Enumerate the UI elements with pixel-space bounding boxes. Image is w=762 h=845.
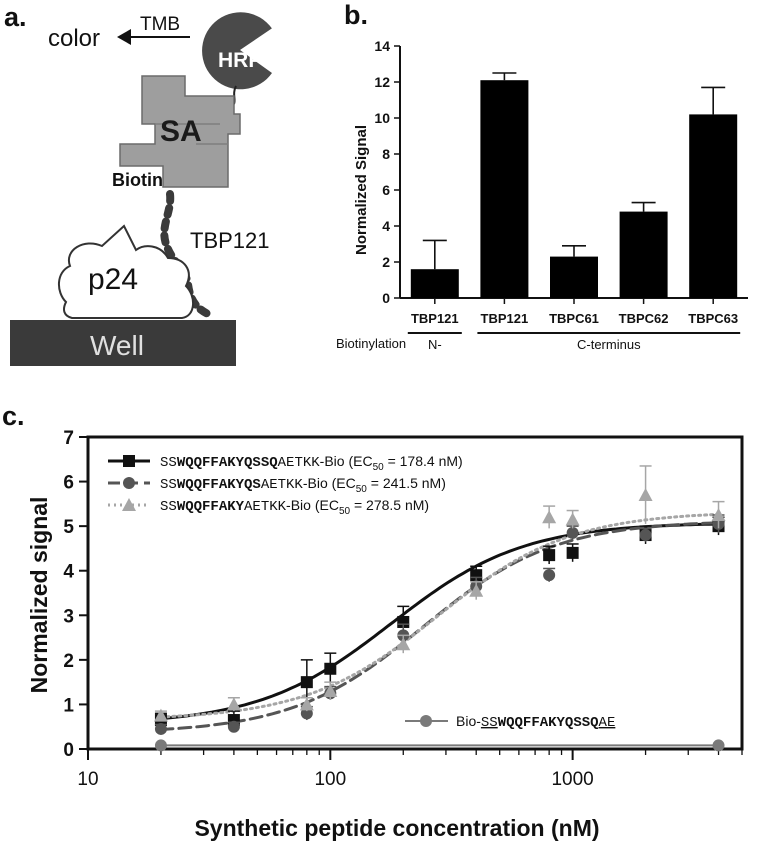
hrp-label: HRP	[218, 49, 262, 72]
streptavidin-icon	[119, 75, 241, 188]
series-point	[323, 684, 338, 698]
line-y-tick-label: 6	[63, 473, 74, 494]
bar	[550, 256, 598, 298]
series-point	[565, 512, 580, 526]
series-point	[227, 720, 240, 733]
line-y-tick-label: 3	[63, 606, 74, 627]
bar-category-label: TBPC61	[549, 311, 599, 326]
line-plot-frame	[86, 435, 744, 751]
series-fit-curve	[159, 512, 720, 719]
series-point	[154, 722, 167, 735]
well-label: Well	[90, 330, 144, 361]
color-label: color	[48, 25, 100, 52]
series-point	[300, 676, 313, 689]
biotin-label: Biotin	[112, 170, 163, 190]
series-point	[226, 697, 241, 711]
legend-entry: SSWQQFFAKYQSSQAETKK-Bio (EC50 = 178.4 nM…	[160, 453, 463, 473]
control-legend-marker	[420, 715, 432, 727]
series-fit-curve	[159, 521, 720, 731]
bar-y-tick-label: 0	[382, 290, 390, 306]
legend-marker	[122, 498, 136, 511]
series-point	[299, 697, 314, 711]
tmb-arrow-icon	[117, 29, 190, 45]
series-point	[469, 583, 484, 597]
bar-category-label: TBPC63	[688, 311, 738, 326]
series-point	[639, 529, 652, 542]
chart-b-biotinylation-label: Biotinylation	[336, 336, 406, 351]
control-legend-entry: Bio-SSWQQFFAKYQSSQAE	[456, 713, 615, 731]
line-y-tick-label: 7	[63, 428, 74, 449]
series-point	[711, 508, 726, 521]
series-point	[396, 637, 411, 651]
line-y-tick-label: 1	[63, 695, 74, 716]
panel-b-bar-chart: b. Normalized Signal Biotinylation 0 2 4 6 8…	[336, 0, 748, 352]
line-x-tick-label: 10	[77, 769, 98, 790]
series-point	[566, 546, 579, 559]
bar-category-label: TBP121	[481, 311, 529, 326]
legend-entry: SSWQQFFAKYAETKK-Bio (EC50 = 278.5 nM)	[160, 497, 429, 517]
p24-protein-icon	[58, 224, 194, 319]
bar-chart-plot: 0 2 4 6 8 10 12 14 TBP121 TBP121 TBPC61 TBPC62 TBPC6…	[374, 38, 748, 352]
legend-marker	[123, 477, 135, 489]
bar	[689, 114, 738, 299]
line-y-tick-label: 0	[63, 740, 74, 761]
well-plate-icon	[10, 320, 236, 366]
series-point	[543, 569, 556, 582]
legend-marker	[123, 455, 135, 467]
line-y-tick-label: 5	[63, 517, 74, 538]
control-point	[712, 739, 725, 752]
panel-c-line-chart: c. Normalized signal Synthetic peptide c…	[2, 401, 744, 841]
line-chart-plot: 0 1 2 3 4 5 6 7 10 100 1000 SSWQQFFAKYQSSQAETKK-Bio…	[63, 428, 744, 790]
bar	[480, 80, 529, 298]
p24-label: p24	[88, 263, 138, 296]
series-point	[566, 526, 579, 539]
series-point	[542, 510, 557, 524]
bar-y-tick-label: 14	[374, 38, 390, 54]
bar-y-tick-label: 8	[382, 146, 390, 162]
bar-y-tick-label: 12	[374, 74, 390, 90]
peptide-label: TBP121	[190, 228, 270, 253]
panel-a-schematic: a. color TMB HRP SA Biotin TBP121 p24	[4, 2, 272, 366]
chart-c-y-axis-title: Normalized signal	[26, 497, 52, 694]
bar-y-tick-label: 2	[382, 254, 390, 270]
bar-y-tick-label: 6	[382, 182, 390, 198]
bar	[410, 269, 459, 298]
bar-category-label: TBPC62	[619, 311, 669, 326]
bar-group-label: C-terminus	[577, 337, 641, 352]
line-x-tick-label: 1000	[551, 769, 593, 790]
series-point	[470, 569, 483, 582]
sa-label: SA	[160, 115, 202, 148]
panel-label-c: c.	[2, 401, 25, 431]
legend-entry: SSWQQFFAKYQSAETKK-Bio (EC50 = 241.5 nM)	[160, 475, 446, 495]
series-point	[638, 487, 653, 501]
chart-b-y-axis-title: Normalized Signal	[353, 125, 370, 255]
control-point	[154, 739, 167, 752]
panel-label-b: b.	[344, 0, 368, 30]
bar-y-tick-label: 10	[374, 110, 390, 126]
bar-group-label: N-	[428, 337, 442, 352]
bar-y-tick-label: 4	[382, 218, 390, 234]
chart-c-x-axis-title: Synthetic peptide concentration (nM)	[194, 815, 599, 841]
panel-label-a: a.	[4, 2, 27, 32]
line-x-tick-label: 100	[314, 769, 346, 790]
bar	[619, 211, 668, 298]
bar-category-label: TBP121	[411, 311, 459, 326]
series-point	[397, 615, 410, 628]
tmb-label: TMB	[140, 14, 180, 35]
line-y-tick-label: 4	[63, 562, 74, 583]
series-point	[543, 549, 556, 562]
series-point	[324, 662, 337, 675]
series-fit-curve	[159, 522, 720, 721]
line-y-tick-label: 2	[63, 651, 74, 672]
series-point	[153, 708, 168, 722]
